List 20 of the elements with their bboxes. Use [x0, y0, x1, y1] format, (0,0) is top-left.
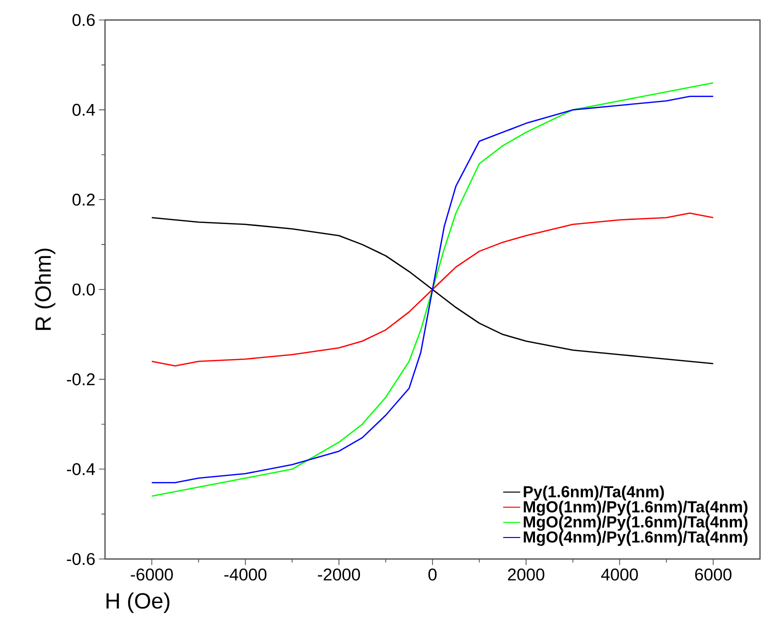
legend-label: Py(1.6nm)/Ta(4nm) [524, 486, 664, 501]
y-tick-label: 0.4 [72, 104, 95, 116]
legend-label: MgO(2nm)/Py(1.6nm)/Ta(4nm) [524, 516, 748, 531]
y-tick-label: 0.0 [72, 283, 95, 296]
y-axis-title: R (Ohm) [34, 248, 56, 330]
x-tick-label: -4000 [224, 568, 266, 581]
legend-label: MgO(4nm)/Py(1.6nm)/Ta(4nm) [524, 530, 748, 546]
x-tick-label: -6000 [130, 568, 173, 581]
x-tick-label: 0 [428, 568, 437, 581]
legend-label: MgO(1nm)/Py(1.6nm)/Ta(4nm) [524, 500, 748, 516]
y-tick-label: 0.2 [72, 194, 95, 206]
y-tick-label: -0.6 [66, 552, 95, 566]
y-tick-label: 0.6 [72, 14, 95, 26]
x-tick-label: -2000 [318, 568, 360, 581]
y-tick-label: -0.4 [66, 463, 95, 476]
x-tick-label: 6000 [695, 568, 732, 581]
x-tick-label: 2000 [508, 568, 544, 581]
y-tick-label: -0.2 [66, 373, 95, 386]
x-tick-label: 4000 [601, 568, 638, 581]
x-axis-title: H (Oe) [106, 592, 170, 614]
